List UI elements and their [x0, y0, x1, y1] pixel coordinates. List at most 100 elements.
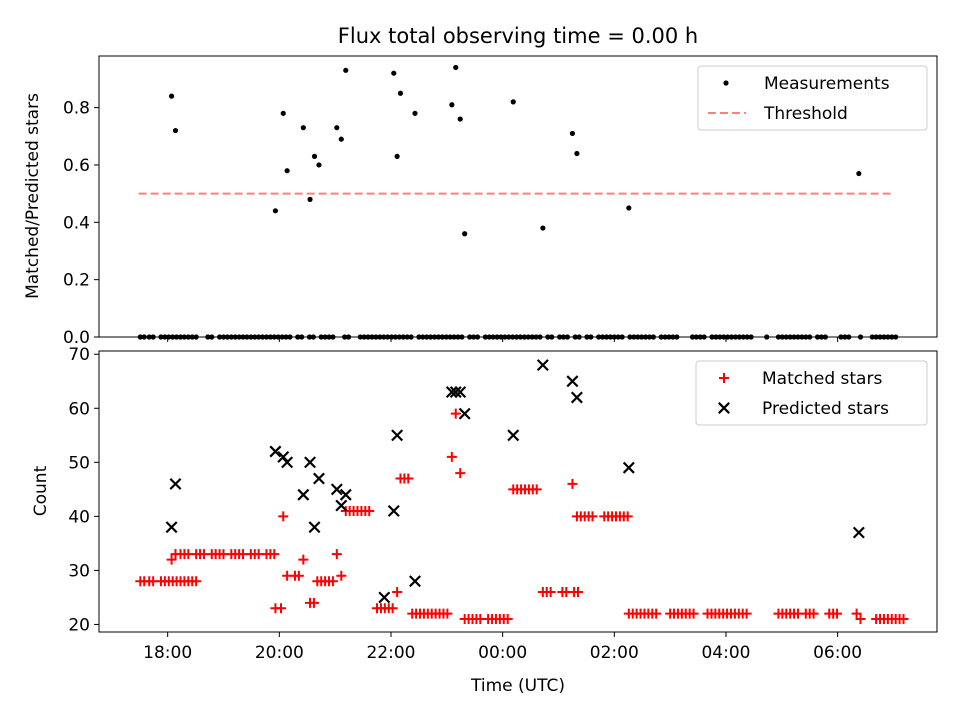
matched-star-point: [851, 608, 862, 619]
count-axes: 20 30 40 50 60 70 18:00 20:00 22:00 00:00 02:00 04:…: [68, 345, 862, 663]
measurement-point: [391, 70, 397, 76]
y-tick-label: 0.0: [63, 328, 90, 348]
matched-star-point: [278, 511, 289, 522]
measurement-point: [338, 136, 344, 142]
measurement-point: [284, 168, 290, 174]
measurement-point: [394, 153, 400, 159]
predicted-star-point: [566, 375, 579, 388]
measurement-point: [168, 93, 175, 99]
matched-star-point: [269, 549, 280, 560]
matched-star-point: [298, 554, 309, 565]
y-tick-label: 0.8: [63, 99, 90, 119]
measurement-point: [172, 127, 179, 134]
measurement-point: [856, 170, 862, 177]
y-tick-label: 50: [68, 453, 90, 473]
count-marks: [135, 359, 909, 625]
predicted-star-point: [312, 472, 325, 485]
predicted-star-point: [454, 386, 467, 399]
y-tick-label: 30: [68, 561, 90, 581]
matched-star-point: [808, 608, 819, 619]
predicted-star-point: [304, 456, 317, 469]
measurement-point: [449, 102, 455, 108]
legend-label: Matched stars: [762, 369, 882, 389]
measurement-point: [334, 125, 340, 131]
measurement-point: [540, 225, 546, 231]
matched-star-point: [403, 473, 414, 484]
predicted-star-point: [409, 575, 421, 588]
y-tick-label: 60: [68, 399, 90, 419]
chart-title: Flux total observing time = 0.00 h: [338, 24, 698, 48]
predicted-star-point: [335, 499, 348, 512]
ratio-axes-frame: [98, 55, 938, 338]
matched-star-point: [502, 614, 513, 625]
predicted-star-point: [391, 429, 404, 442]
legend-swatch: [723, 80, 729, 86]
matched-star-point: [622, 511, 633, 522]
predicted-star-point: [339, 488, 352, 501]
legend-swatch: [719, 373, 729, 383]
predicted-star-point: [269, 445, 282, 458]
legend-label: Predicted stars: [762, 399, 889, 419]
matched-star-point: [276, 603, 287, 614]
matched-star-point: [442, 608, 453, 619]
matched-star-point: [387, 603, 398, 614]
matched-star-point: [587, 511, 598, 522]
legend-box: [697, 65, 928, 131]
predicted-star-point: [387, 504, 400, 517]
count-axes-frame: [98, 350, 938, 633]
matched-star-point: [531, 484, 542, 495]
measurement-point: [510, 99, 516, 105]
predicted-star-point: [507, 429, 520, 442]
predicted-star-point: [165, 521, 178, 534]
measurement-point: [280, 110, 286, 116]
ratio-y-axis-label: Matched/Predicted stars: [23, 93, 43, 299]
matched-star-point: [573, 587, 584, 598]
y-tick-label: 20: [68, 615, 90, 635]
measurement-point: [574, 150, 580, 157]
predicted-star-point: [281, 456, 294, 469]
ratio-panel: 0.00.20.40.60.8 Matched/Predicted stars …: [23, 55, 938, 348]
x-tick-label: 06:00: [813, 643, 862, 663]
predicted-star-point: [378, 591, 391, 604]
count-legend: Matched stars Predicted stars: [695, 360, 928, 426]
y-tick-label: 0.6: [63, 156, 90, 176]
measurement-point: [412, 110, 418, 116]
predicted-star-point: [458, 407, 471, 420]
matched-star-point: [450, 408, 461, 419]
matched-star-point: [308, 597, 319, 608]
measurement-point: [316, 162, 322, 168]
count-panel: 20 30 40 50 60 70 18:00 20:00 22:00 00:00 02:00 04:…: [31, 345, 938, 696]
x-tick-label: 04:00: [701, 643, 750, 663]
measurement-point: [397, 90, 404, 96]
x-tick-label: 02:00: [590, 643, 639, 663]
measurement-point: [272, 208, 279, 214]
measurement-point: [626, 205, 632, 211]
legend-label: Threshold: [763, 104, 848, 124]
matched-star-point: [832, 608, 843, 619]
matched-star-point: [327, 576, 338, 587]
matched-star-point: [567, 478, 578, 489]
matched-star-point: [446, 451, 457, 462]
measurement-point: [311, 153, 318, 159]
ratio-axes: 0.0 0.2 0.4 0.6 0.8: [63, 99, 839, 348]
measurement-point: [457, 116, 463, 122]
matched-star-point: [166, 554, 177, 565]
predicted-star-point: [622, 461, 635, 474]
y-tick-label: 0.4: [63, 213, 90, 233]
predicted-star-point: [536, 359, 549, 372]
matched-star-point: [191, 576, 202, 587]
measurement-point: [307, 196, 313, 202]
y-tick-label: 70: [68, 345, 90, 365]
predicted-star-point: [308, 521, 321, 534]
legend-box: [695, 360, 928, 426]
legend-label: Measurements: [764, 74, 890, 94]
predicted-star-point: [169, 477, 182, 490]
matched-star-point: [336, 570, 347, 581]
measurement-point: [453, 64, 459, 71]
predicted-star-point: [852, 526, 865, 539]
matched-star-point: [364, 505, 375, 516]
measurement-point: [569, 130, 576, 137]
predicted-star-point: [570, 391, 583, 404]
predicted-star-point: [297, 488, 310, 501]
y-tick-label: 40: [68, 507, 90, 527]
